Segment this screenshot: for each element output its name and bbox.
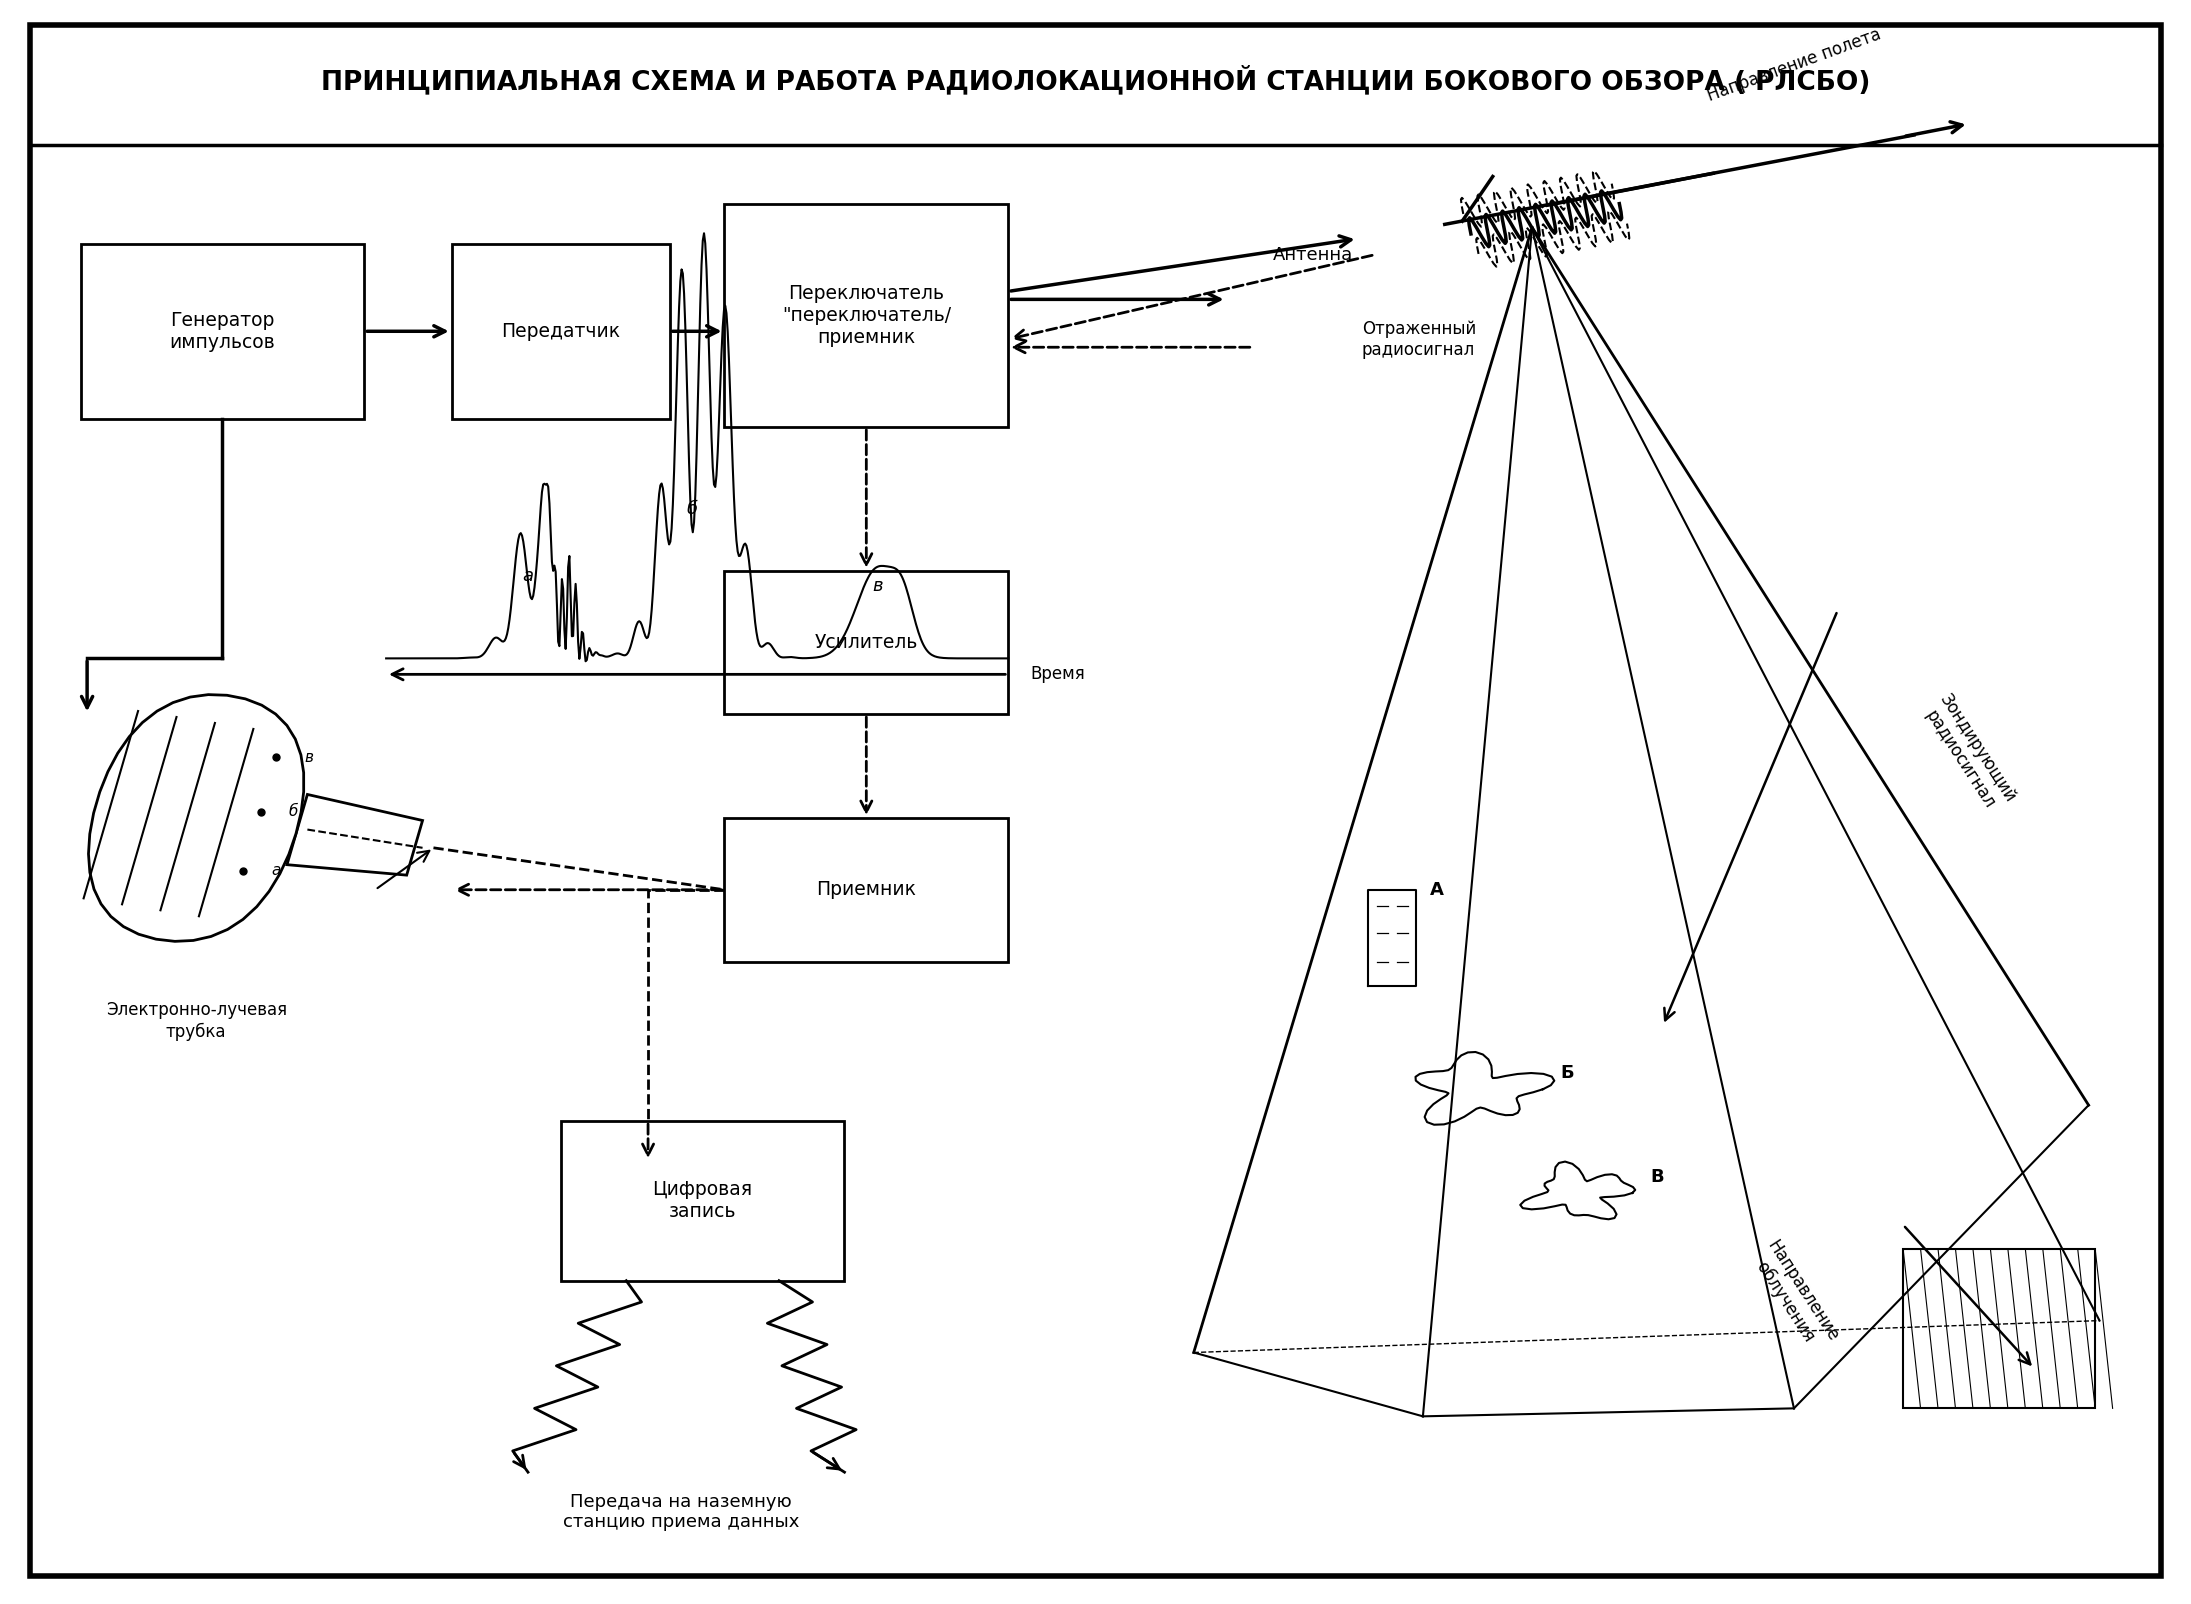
Text: Отраженный
радиосигнал: Отраженный радиосигнал bbox=[1363, 319, 1477, 359]
Text: Антенна: Антенна bbox=[1273, 245, 1354, 263]
Text: Усилитель: Усилитель bbox=[815, 634, 918, 651]
FancyBboxPatch shape bbox=[725, 204, 1008, 427]
Text: А: А bbox=[1429, 881, 1444, 898]
Text: Цифровая
запись: Цифровая запись bbox=[653, 1181, 754, 1221]
Text: Б: Б bbox=[1560, 1065, 1573, 1083]
Text: Время: Время bbox=[1030, 666, 1085, 683]
Text: б: б bbox=[289, 804, 298, 820]
Text: Передатчик: Передатчик bbox=[502, 322, 620, 340]
Text: ПРИНЦИПИАЛЬНАЯ СХЕМА И РАБОТА РАДИОЛОКАЦИОННОЙ СТАНЦИИ БОКОВОГО ОБЗОРА ( РЛСБО): ПРИНЦИПИАЛЬНАЯ СХЕМА И РАБОТА РАДИОЛОКАЦ… bbox=[320, 66, 1871, 96]
Text: Зондирующий
радиосигнал: Зондирующий радиосигнал bbox=[1917, 691, 2018, 818]
Text: в: в bbox=[872, 576, 883, 595]
FancyBboxPatch shape bbox=[81, 244, 364, 419]
Text: Передача на наземную
станцию приема данных: Передача на наземную станцию приема данн… bbox=[563, 1493, 800, 1532]
Text: а: а bbox=[521, 566, 532, 585]
FancyBboxPatch shape bbox=[725, 818, 1008, 961]
Text: Направление
облучения: Направление облучения bbox=[1746, 1237, 1843, 1357]
FancyBboxPatch shape bbox=[725, 571, 1008, 714]
Bar bbox=[1904, 1250, 2095, 1408]
Text: Электронно-лучевая
трубка: Электронно-лучевая трубка bbox=[105, 1001, 287, 1041]
Text: В: В bbox=[1650, 1168, 1663, 1185]
Text: а: а bbox=[272, 863, 280, 879]
Polygon shape bbox=[287, 794, 423, 876]
Text: б: б bbox=[686, 500, 697, 518]
Text: Приемник: Приемник bbox=[817, 881, 916, 900]
Text: Переключатель
"переключатель/
приемник: Переключатель "переключатель/ приемник bbox=[782, 284, 951, 346]
Polygon shape bbox=[88, 695, 305, 942]
Text: Генератор
импульсов: Генератор импульсов bbox=[169, 311, 276, 351]
Text: в: в bbox=[305, 749, 313, 765]
FancyBboxPatch shape bbox=[451, 244, 670, 419]
Text: Направление полета: Направление полета bbox=[1705, 26, 1884, 104]
FancyBboxPatch shape bbox=[561, 1121, 844, 1280]
